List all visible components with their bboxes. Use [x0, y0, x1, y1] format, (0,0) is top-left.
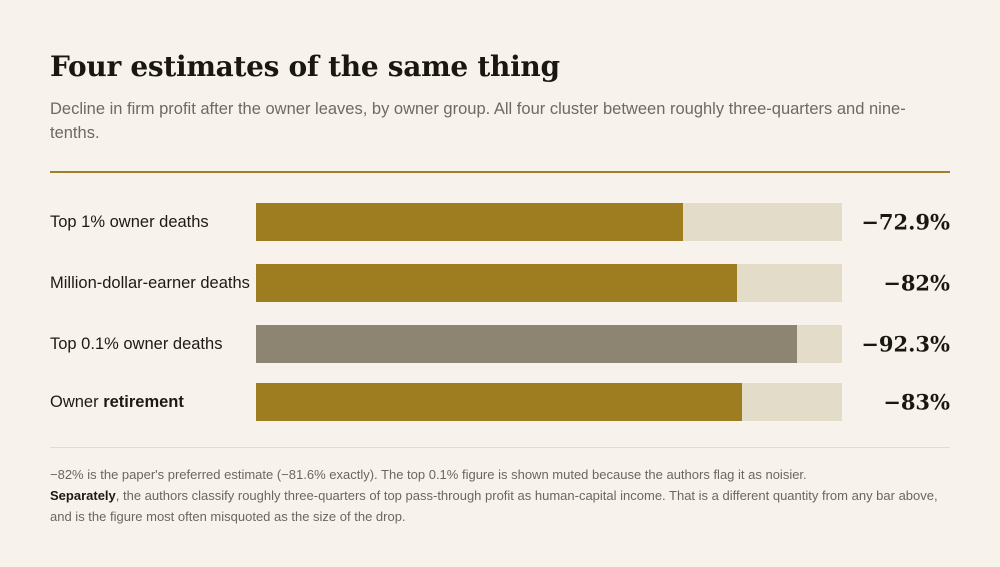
chart-title: Four estimates of the same thing [50, 50, 560, 83]
bar-track [256, 383, 842, 421]
chart-subtitle: Decline in firm profit after the owner l… [50, 100, 906, 142]
bar [256, 264, 737, 302]
bar-label: Owner retirement [50, 393, 184, 411]
footnote-line-1: −82% is the paper's preferred estimate (… [50, 467, 807, 482]
bar-row: Top 0.1% owner deaths −92.3% [50, 324, 950, 364]
footnote: −82% is the paper's preferred estimate (… [50, 464, 955, 527]
bar-value-label: −72.9% [861, 209, 950, 235]
top-divider [50, 171, 950, 173]
bar-value-label: −82% [883, 270, 950, 296]
bar-track [256, 203, 842, 241]
bar-track [256, 264, 842, 302]
footnote-emphasis: Separately [50, 488, 116, 503]
bar [256, 383, 743, 421]
bar-track [256, 325, 842, 363]
bar [256, 325, 797, 363]
bar-row: Top 1% owner deaths −72.9% [50, 202, 950, 242]
bar-value-label: −92.3% [861, 331, 950, 357]
bottom-divider [50, 447, 950, 448]
bar-label: Million-dollar-earner deaths [50, 274, 250, 292]
bar-label: Top 1% owner deaths [50, 213, 209, 231]
bar-row: Million-dollar-earner deaths −82% [50, 263, 950, 303]
bar [256, 203, 684, 241]
footnote-rest: , the authors classify roughly three-qua… [50, 488, 938, 524]
bar-value-label: −83% [883, 389, 950, 415]
bar-row: Owner retirement −83% [50, 382, 950, 422]
bar-label: Top 0.1% owner deaths [50, 335, 223, 353]
